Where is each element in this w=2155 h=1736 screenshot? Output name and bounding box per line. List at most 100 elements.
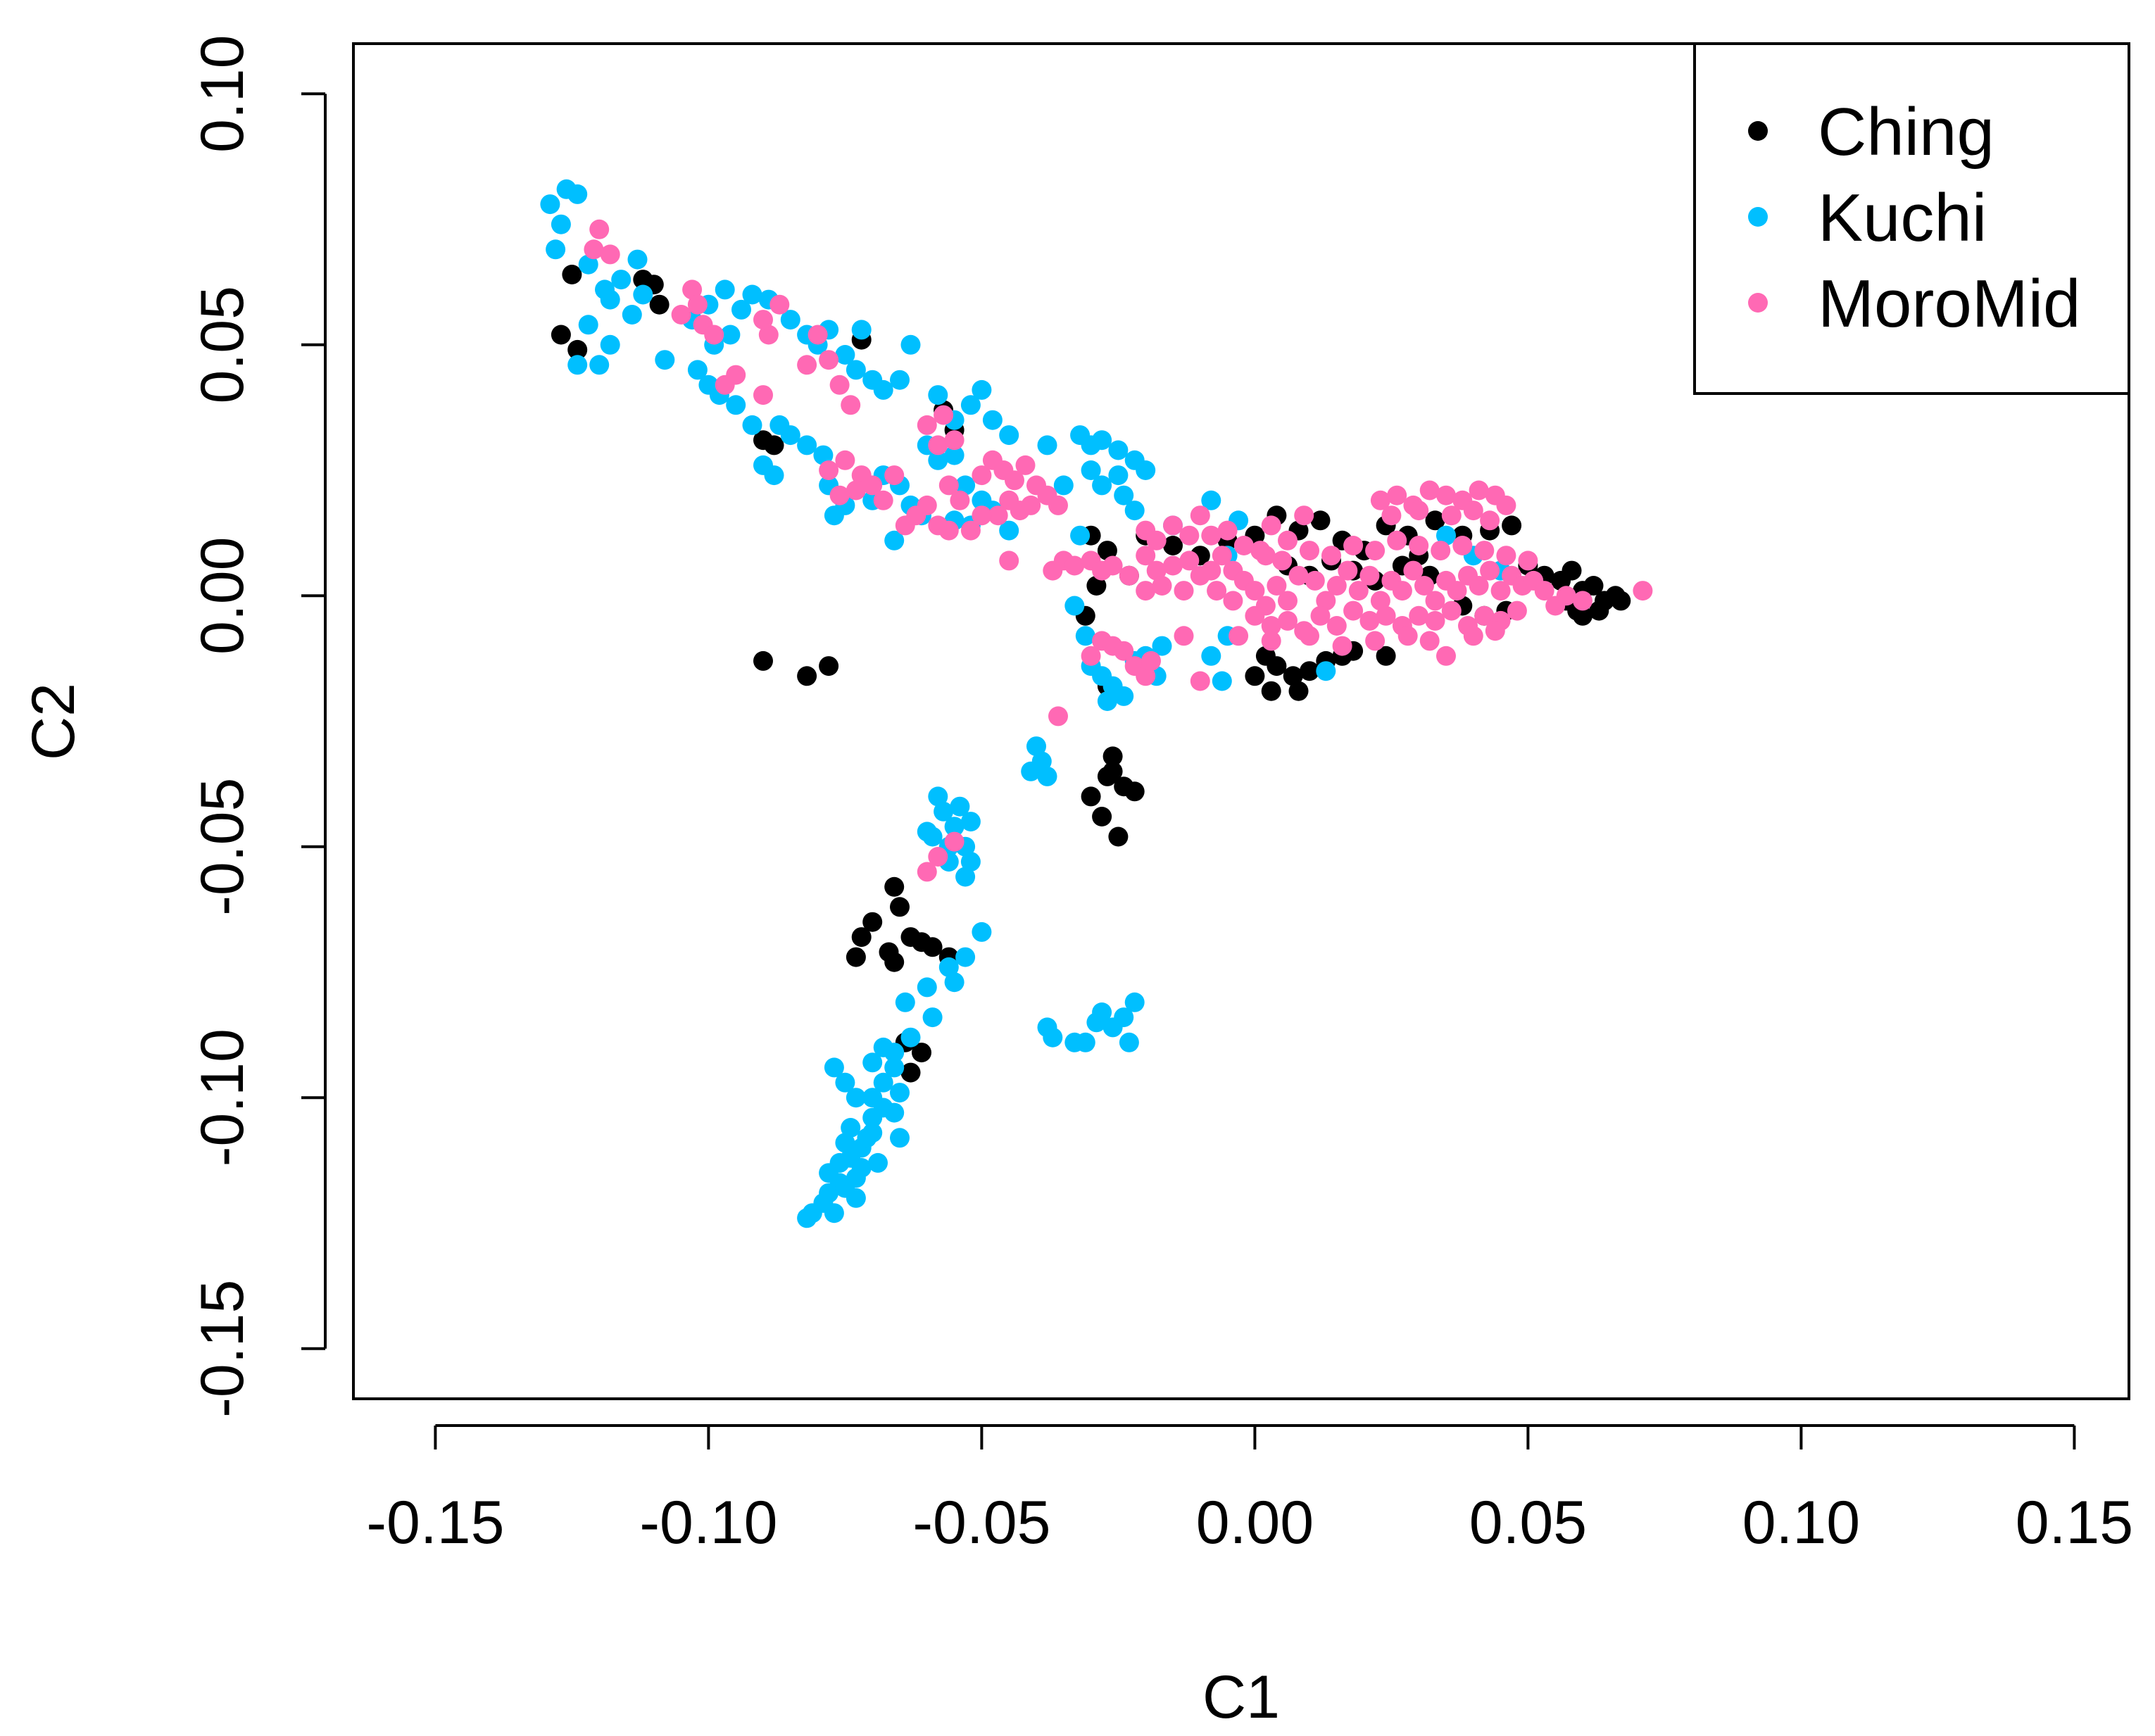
point-kuchi <box>1070 525 1091 546</box>
point-kuchi <box>1124 501 1145 521</box>
point-kuchi <box>1114 485 1134 505</box>
x-tick-label: 0.00 <box>1196 1489 1314 1556</box>
point-ching <box>1124 781 1145 802</box>
point-moromid <box>1005 470 1024 491</box>
point-kuchi <box>1136 460 1156 480</box>
point-kuchi <box>819 1163 839 1183</box>
x-axis-title: C1 <box>1202 1663 1280 1731</box>
point-kuchi <box>1119 1032 1139 1052</box>
point-moromid <box>1365 631 1386 651</box>
point-kuchi <box>797 1208 817 1228</box>
point-moromid <box>928 847 948 867</box>
point-kuchi <box>540 194 560 215</box>
point-kuchi <box>955 947 976 967</box>
point-kuchi <box>950 796 970 817</box>
point-kuchi <box>862 1052 883 1073</box>
point-moromid <box>1064 555 1085 576</box>
point-moromid <box>1261 631 1281 651</box>
point-kuchi <box>835 345 855 365</box>
point-moromid <box>1403 560 1424 581</box>
point-ching <box>1102 746 1123 767</box>
point-ching <box>753 650 773 671</box>
point-moromid <box>972 505 992 526</box>
point-ching <box>1102 761 1123 781</box>
point-moromid <box>1409 605 1429 626</box>
point-moromid <box>1490 581 1511 601</box>
point-moromid <box>682 279 703 300</box>
point-kuchi <box>546 239 566 260</box>
point-moromid <box>1310 605 1331 626</box>
point-ching <box>900 1062 921 1083</box>
point-moromid <box>841 395 861 415</box>
point-kuchi <box>944 445 965 465</box>
point-kuchi <box>917 822 937 842</box>
point-moromid <box>1474 541 1495 561</box>
point-moromid <box>1321 546 1341 566</box>
point-kuchi <box>1316 661 1336 681</box>
point-moromid <box>1300 626 1319 646</box>
point-moromid <box>1267 576 1287 596</box>
point-moromid <box>1300 541 1319 561</box>
point-kuchi <box>934 801 954 822</box>
point-kuchi <box>824 1203 844 1224</box>
point-moromid <box>1179 551 1200 571</box>
point-moromid <box>1414 576 1434 596</box>
point-moromid <box>808 325 828 345</box>
point-moromid <box>1370 490 1390 510</box>
point-moromid <box>1392 581 1412 601</box>
point-kuchi <box>851 320 872 340</box>
point-moromid <box>1141 650 1161 671</box>
point-moromid <box>797 355 817 375</box>
point-moromid <box>1278 610 1298 631</box>
point-moromid <box>829 375 850 395</box>
point-ching <box>764 435 784 455</box>
point-kuchi <box>928 786 948 807</box>
point-kuchi <box>1201 490 1221 510</box>
point-kuchi <box>600 289 620 310</box>
point-kuchi <box>1201 646 1221 666</box>
point-moromid <box>1359 565 1380 586</box>
point-kuchi <box>726 395 746 415</box>
point-kuchi <box>982 410 1003 430</box>
point-moromid <box>589 219 610 239</box>
point-moromid <box>1436 646 1456 666</box>
point-ching <box>567 339 588 360</box>
plot-frame <box>352 42 2130 1400</box>
point-moromid <box>704 325 724 345</box>
point-ching <box>1092 807 1112 826</box>
point-kuchi <box>944 972 965 993</box>
point-kuchi <box>687 360 708 380</box>
point-moromid <box>1174 581 1194 601</box>
point-kuchi <box>890 1083 910 1103</box>
point-kuchi <box>955 475 976 496</box>
point-kuchi <box>1037 766 1057 786</box>
x-tick-label: -0.10 <box>639 1489 777 1556</box>
point-moromid <box>1496 495 1516 515</box>
point-moromid <box>1294 505 1314 526</box>
point-moromid <box>846 480 866 501</box>
point-kuchi <box>1108 440 1129 460</box>
point-moromid <box>1136 546 1156 566</box>
point-ching <box>1163 536 1183 555</box>
point-kuchi <box>1114 686 1134 706</box>
point-kuchi <box>1124 992 1145 1012</box>
point-kuchi <box>764 465 784 486</box>
y-tick-label: -0.15 <box>189 1280 256 1418</box>
point-ching <box>851 927 872 948</box>
point-kuchi <box>846 1088 866 1108</box>
point-ching <box>1097 541 1117 561</box>
point-ching <box>1081 786 1101 807</box>
point-ching <box>819 656 839 677</box>
point-moromid <box>1174 626 1194 646</box>
point-moromid <box>1255 546 1276 566</box>
point-kuchi <box>1097 691 1117 711</box>
point-kuchi <box>731 299 751 320</box>
point-moromid <box>1229 626 1249 646</box>
point-kuchi <box>873 379 893 400</box>
point-moromid <box>1179 525 1200 546</box>
point-ching <box>1283 666 1303 686</box>
point-moromid <box>1573 591 1592 611</box>
point-kuchi <box>884 1102 905 1123</box>
point-kuchi <box>960 812 981 832</box>
